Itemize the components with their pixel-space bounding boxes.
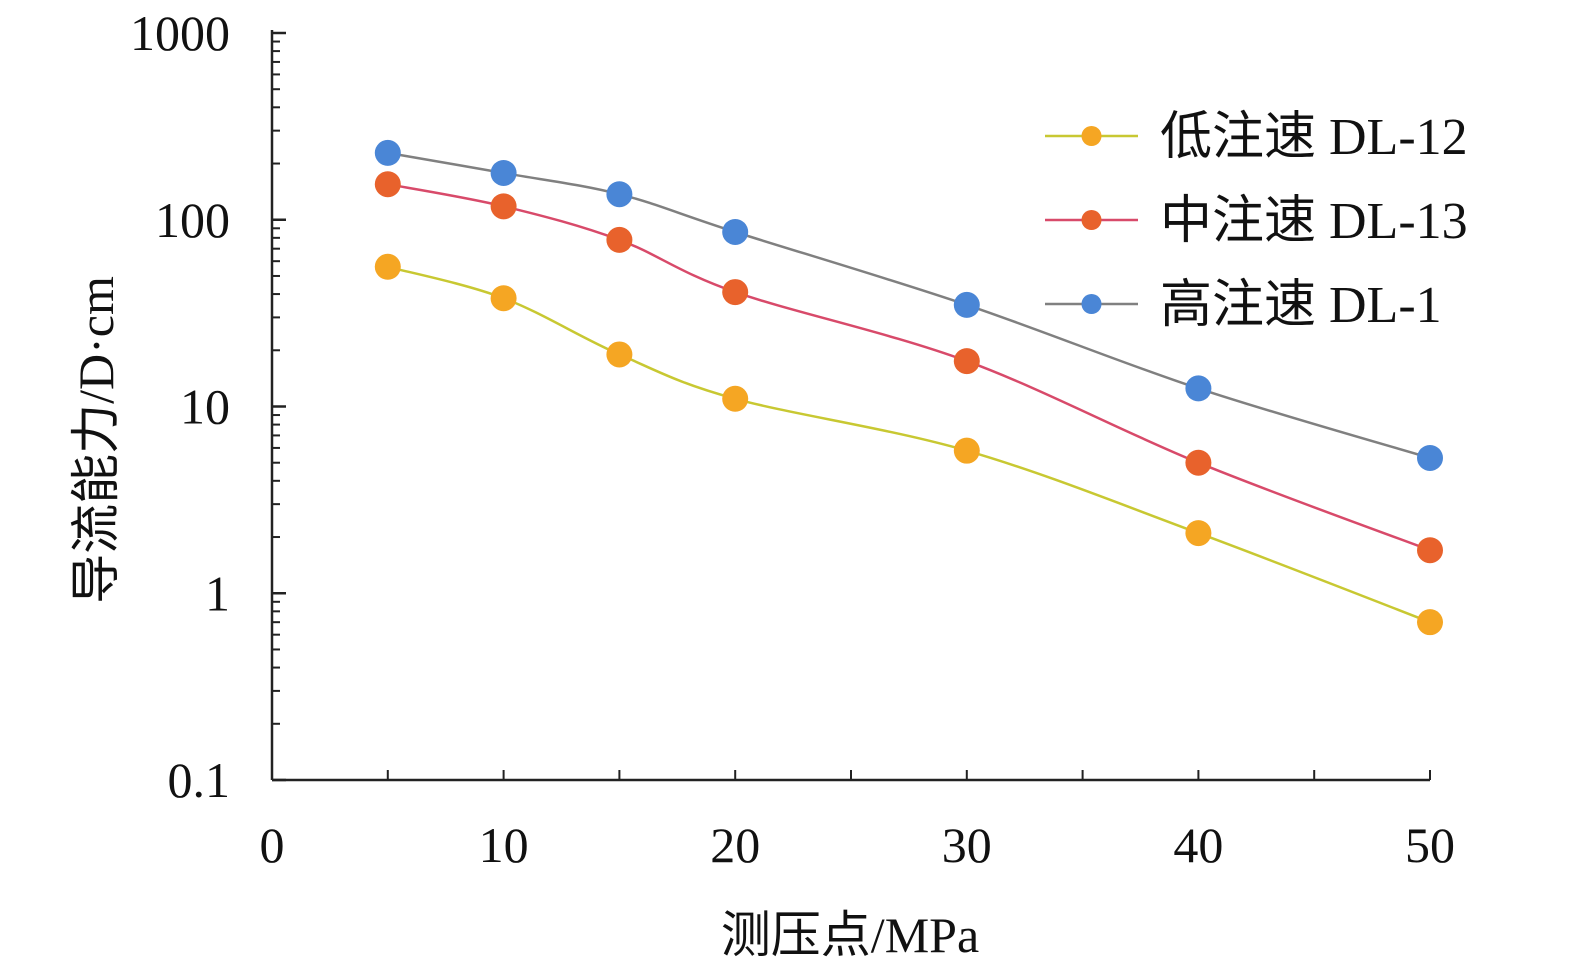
y-tick-label: 0.1 [168, 752, 231, 808]
legend-label-2: 高注速 DL-1 [1160, 277, 1442, 334]
x-tick-label: 20 [710, 817, 760, 873]
data-point-0 [1185, 520, 1212, 547]
series-line-0 [387, 265, 1431, 624]
y-tick-label: 100 [155, 192, 230, 248]
series-lines [387, 151, 1431, 624]
data-point-0 [722, 385, 749, 412]
data-point-2 [953, 291, 980, 318]
series-line-1 [387, 182, 1431, 552]
x-tick-label: 30 [942, 817, 992, 873]
data-point-1 [953, 348, 980, 375]
legend-marker-1 [1081, 210, 1102, 230]
data-point-0 [606, 341, 633, 368]
legend-marker-2 [1081, 294, 1102, 314]
y-tick-label: 1 [205, 565, 230, 621]
data-point-2 [490, 159, 517, 186]
data-point-2 [722, 218, 749, 245]
x-axis-title: 测压点/MPa [721, 907, 979, 963]
y-axis-title: 导流能力/D·cm [68, 276, 124, 604]
data-points [374, 139, 1443, 636]
data-point-1 [722, 279, 749, 306]
legend-marker-0 [1081, 126, 1102, 146]
data-point-0 [1417, 609, 1443, 636]
tick-labels: 0.1 1 10 100 1000 0 10 20 30 40 50 [130, 5, 1455, 873]
series-line-2 [387, 151, 1431, 460]
axes [270, 30, 1431, 782]
data-point-2 [1185, 375, 1212, 402]
x-tick-label: 0 [260, 817, 285, 873]
data-point-1 [606, 226, 633, 253]
data-point-0 [953, 437, 980, 464]
data-point-1 [1417, 537, 1443, 564]
legend-label-0: 低注速 DL-12 [1160, 109, 1468, 166]
legend-label-1: 中注速 DL-13 [1160, 193, 1468, 250]
data-point-1 [490, 193, 517, 220]
data-point-2 [606, 181, 633, 208]
y-tick-label: 10 [180, 379, 230, 435]
data-point-1 [374, 171, 401, 198]
x-tick-label: 40 [1173, 817, 1223, 873]
data-point-2 [1417, 444, 1443, 471]
data-point-1 [1185, 449, 1212, 476]
data-point-0 [374, 253, 401, 280]
data-point-0 [490, 285, 517, 312]
legend: 低注速 DL-12 中注速 DL-13 高注速 DL-1 [1045, 109, 1468, 334]
x-tick-label: 50 [1405, 817, 1455, 873]
x-tick-label: 10 [479, 817, 529, 873]
data-point-2 [374, 139, 401, 166]
y-tick-label: 1000 [130, 5, 230, 61]
